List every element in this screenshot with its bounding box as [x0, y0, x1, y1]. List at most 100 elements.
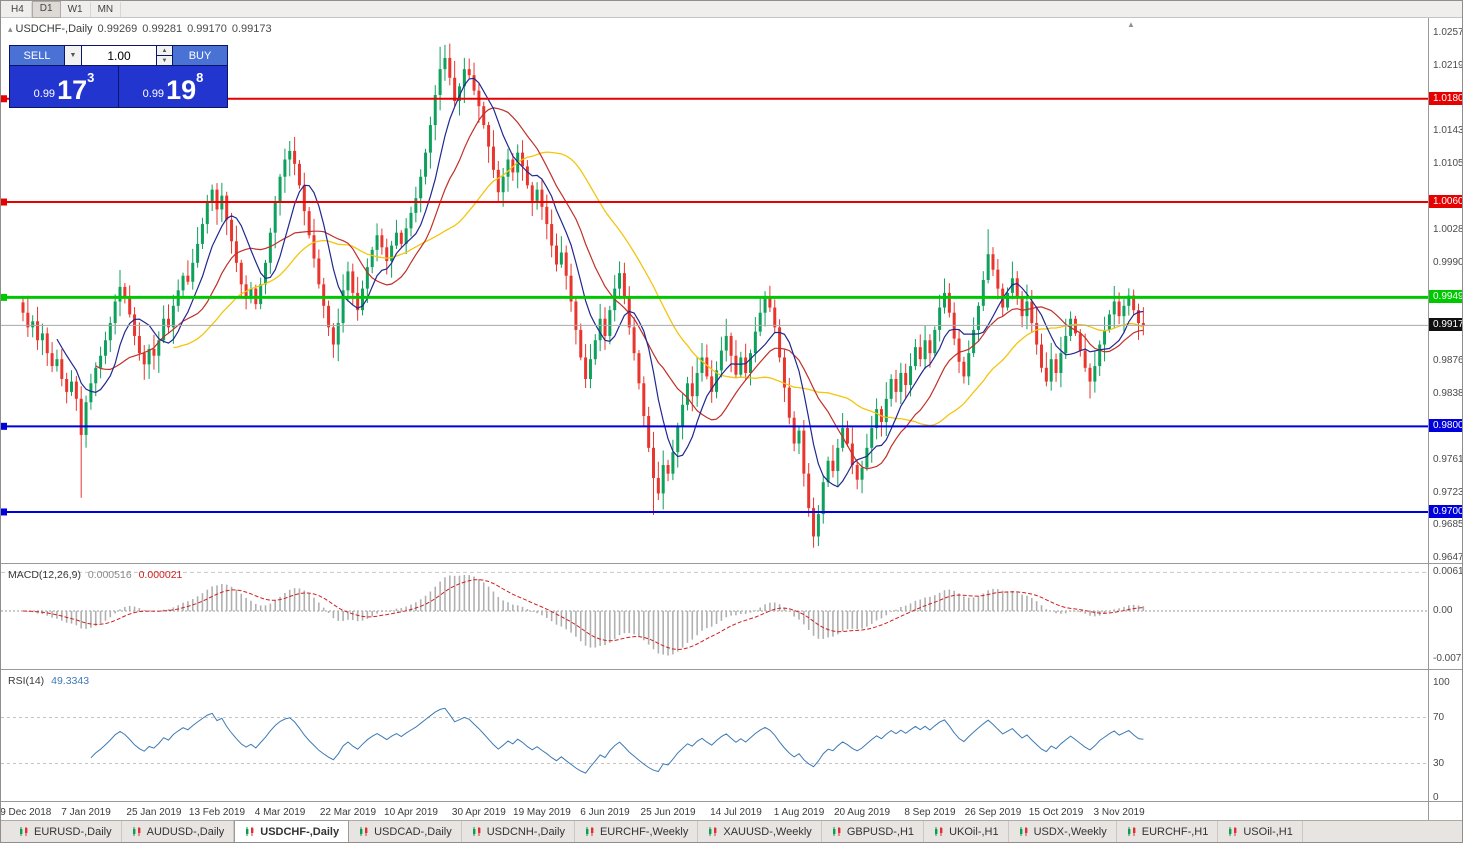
price-axis-tick: 0.97230: [1433, 486, 1462, 498]
horizontal-level-lines[interactable]: [1, 95, 1428, 516]
sell-price-sup: 3: [87, 70, 95, 85]
volume-input[interactable]: [82, 46, 156, 65]
chart-tab-usdx[interactable]: USDX-,Weekly: [1009, 821, 1117, 842]
time-axis-label: 22 Mar 2019: [319, 807, 377, 818]
price-axis-tick: 1.01050: [1433, 157, 1462, 169]
time-axis-label: 26 Sep 2019: [964, 807, 1022, 818]
chart-tab-usoil[interactable]: USOil-,H1: [1218, 821, 1303, 842]
chart-tab-usdcnh[interactable]: USDCNH-,Daily: [462, 821, 575, 842]
price-axis-tick: 1.02190: [1433, 59, 1462, 71]
macd-indicator: [1, 571, 1428, 656]
time-axis-label: 10 Apr 2019: [384, 807, 438, 818]
rsi-label: RSI(14) 49.3343: [8, 675, 89, 687]
chart-tab-audusd[interactable]: AUDUSD-,Daily: [122, 821, 235, 842]
time-axis-label: 3 Nov 2019: [1093, 807, 1145, 818]
time-axis-label: 14 Jul 2019: [710, 807, 762, 818]
sell-button[interactable]: SELL: [10, 46, 64, 65]
chart-tab-eurusd[interactable]: EURUSD-,Daily: [9, 821, 122, 842]
volume-increase-icon[interactable]: ▲: [157, 46, 172, 55]
time-axis-label: 25 Jan 2019: [126, 807, 182, 818]
mini-candlestick-icon: [20, 827, 28, 836]
macd-label: MACD(12,26,9) 0.000516 0.000021: [8, 569, 182, 581]
price-axis-tick: 1.02570: [1433, 27, 1462, 38]
rsi-axis-tick: 70: [1433, 711, 1445, 723]
time-axis-label: 20 Aug 2019: [833, 807, 891, 818]
time-axis-label: 25 Jun 2019: [640, 807, 696, 818]
chart-tab-label: GBPUSD-,H1: [846, 825, 915, 838]
chart-tab-eurchf[interactable]: EURCHF-,Weekly: [575, 821, 699, 842]
mini-candlestick-icon: [1127, 827, 1136, 836]
symbol-marker-icon: ▴: [8, 24, 13, 34]
rsi-axis-tick: 100: [1433, 677, 1450, 688]
mini-candlestick-icon: [472, 827, 481, 836]
time-axis-label: 1 Aug 2019: [773, 807, 825, 818]
rsi-axis-tick: 30: [1433, 757, 1445, 769]
chart-tab-label: AUDUSD-,Daily: [146, 825, 225, 838]
mini-candlestick-icon: [935, 827, 943, 836]
price-axis-tick: 0.98380: [1433, 387, 1462, 399]
time-axis-label: 6 Jun 2019: [580, 807, 630, 818]
timeframe-button-d1[interactable]: D1: [31, 1, 61, 18]
chart-tab-xauusd[interactable]: XAUUSD-,Weekly: [698, 821, 822, 842]
macd-axis-tick: -0.007612: [1433, 652, 1462, 664]
chart-tab-label: USDCAD-,Daily: [374, 825, 452, 838]
macd-name: MACD(12,26,9): [8, 569, 81, 581]
macd-signal-value: 0.000021: [138, 569, 183, 581]
timeframe-button-h4[interactable]: H4: [4, 1, 32, 17]
candlestick-series: [21, 43, 1145, 548]
rsi-indicator: [1, 707, 1428, 774]
chart-tab-label: USDCNH-,Daily: [486, 825, 565, 838]
symbol-name: USDCHF-,Daily: [15, 23, 93, 35]
open-value: 0.99269: [97, 23, 138, 35]
chart-tab-ukoil[interactable]: UKOil-,H1: [924, 821, 1009, 842]
low-value: 0.99170: [187, 23, 227, 35]
chart-tab-label: EURUSD-,Daily: [34, 825, 112, 838]
time-axis-label: 13 Feb 2019: [188, 807, 246, 818]
high-value: 0.99281: [142, 23, 183, 35]
volume-decrease-icon[interactable]: ▼: [157, 56, 172, 65]
one-click-trading-panel: SELL ▼ ▲ ▼ BUY 0.99 17 3 0.99 19 8: [9, 45, 228, 108]
level-price-label: 0.98000: [1429, 419, 1462, 433]
chart-tab-usdcad[interactable]: USDCAD-,Daily: [349, 821, 462, 842]
price-axis-tick: 0.97610: [1433, 453, 1462, 465]
chart-tab-bar: EURUSD-,Daily AUDUSD-,Daily USDCHF-,Daily U…: [1, 820, 1462, 842]
timeframe-button-mn[interactable]: MN: [91, 1, 122, 17]
rsi-axis-tick: 0: [1433, 792, 1439, 803]
chart-tab-label: EURCHF-,Weekly: [599, 825, 689, 838]
time-axis-label: 8 Sep 2019: [904, 807, 956, 818]
timeframe-button-w1[interactable]: W1: [61, 1, 91, 17]
timeframe-toolbar: H4 D1 W1 MN: [1, 1, 1462, 18]
chart-tab-label: UKOil-,H1: [949, 825, 999, 838]
level-price-label: 0.99498: [1429, 290, 1462, 304]
sell-price-prefix: 0.99: [33, 88, 56, 100]
chart-tab-label: XAUUSD-,Weekly: [723, 825, 812, 838]
volume-dropdown-icon[interactable]: ▼: [65, 46, 81, 65]
chart-tab-gbpusd[interactable]: GBPUSD-,H1: [822, 821, 925, 842]
price-axis-tick: 0.96470: [1433, 552, 1462, 563]
buy-price-sup: 8: [196, 70, 204, 85]
macd-axis-tick: 0.00613: [1433, 566, 1462, 578]
chart-tab-label: USDX-,Weekly: [1033, 825, 1107, 838]
buy-button[interactable]: BUY: [173, 46, 227, 65]
chart-tab-label: EURCHF-,H1: [1141, 825, 1209, 838]
mini-candlestick-icon: [132, 827, 141, 836]
sell-price-big: 17: [57, 75, 88, 106]
current-price-label: 0.99173: [1429, 318, 1462, 332]
chart-tab-usdchf[interactable]: USDCHF-,Daily: [234, 820, 350, 842]
price-axis-tick: 0.96850: [1433, 519, 1462, 531]
volume-stepper: ▲ ▼: [157, 46, 172, 65]
sell-price-box[interactable]: 0.99 17 3: [10, 66, 118, 107]
time-axis-label: 19 May 2019: [513, 807, 571, 818]
price-axis-tick: 1.00280: [1433, 224, 1462, 236]
rsi-name: RSI(14): [8, 675, 45, 687]
time-axis-label: 30 Apr 2019: [451, 807, 506, 818]
mini-candlestick-icon: [832, 827, 841, 836]
mini-candlestick-icon: [709, 827, 717, 836]
chart-tab-eurchf[interactable]: EURCHF-,H1: [1117, 821, 1219, 842]
time-axis-label: 7 Jan 2019: [61, 807, 111, 818]
price-axis-tick: 0.98760: [1433, 354, 1462, 366]
mini-candlestick-icon: [1229, 827, 1237, 836]
buy-price-box[interactable]: 0.99 19 8: [119, 66, 227, 107]
